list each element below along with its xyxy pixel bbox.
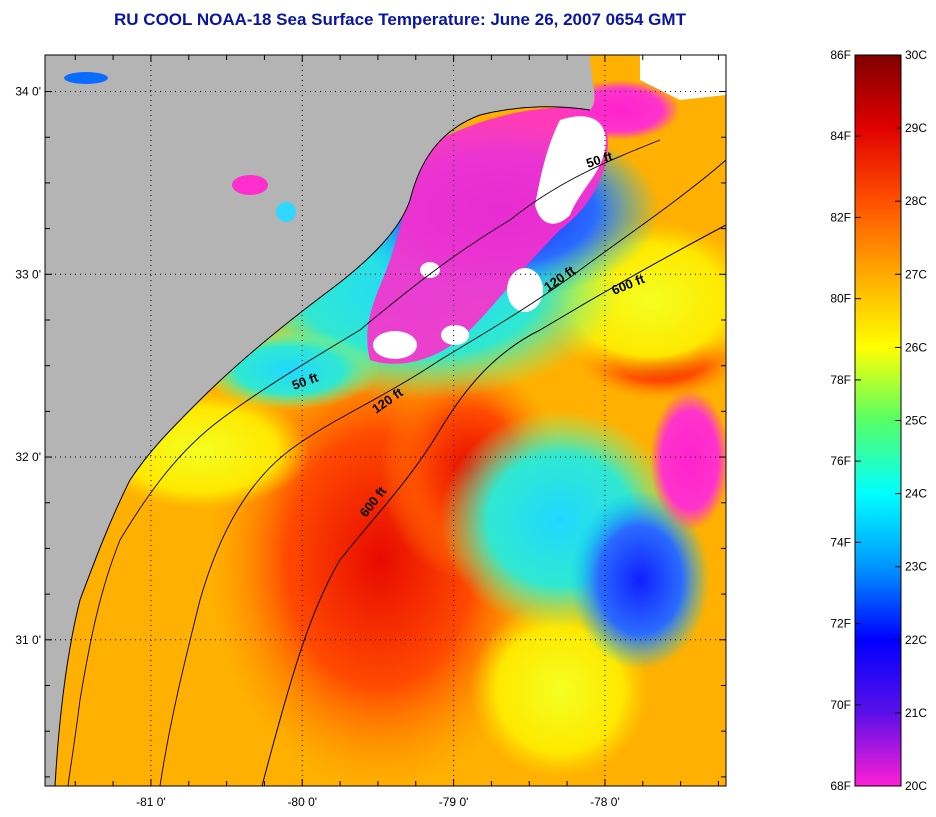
cold-eddy-pink bbox=[650, 390, 726, 530]
lon-tick-label: -80 0' bbox=[287, 795, 317, 809]
cloud-patch bbox=[507, 268, 543, 312]
cloud-north-east bbox=[640, 55, 726, 100]
colorbar-c-label: 24C bbox=[905, 487, 927, 501]
sst-map bbox=[45, 55, 726, 786]
colorbar-f-label: 78F bbox=[830, 373, 851, 387]
colorbar-f-label: 80F bbox=[830, 292, 851, 306]
lat-tick-label: 32 0' bbox=[15, 450, 41, 464]
colorbar-c-label: 23C bbox=[905, 560, 927, 574]
lat-tick-label: 34 0' bbox=[15, 85, 41, 99]
colorbar-c-label: 28C bbox=[905, 194, 927, 208]
colorbar-c-label: 26C bbox=[905, 340, 927, 354]
lon-tick-label: -81 0' bbox=[136, 795, 166, 809]
colorbar-f-label: 86F bbox=[830, 48, 851, 62]
colorbar-c-label: 20C bbox=[905, 779, 927, 793]
colorbar-f-label: 82F bbox=[830, 210, 851, 224]
colorbar-c-label: 29C bbox=[905, 121, 927, 135]
lon-tick-label: -78 0' bbox=[590, 795, 620, 809]
map-border bbox=[44, 54, 727, 787]
lat-tick-label: 31 0' bbox=[15, 633, 41, 647]
colorbar-f-label: 68F bbox=[830, 779, 851, 793]
cloud-patch bbox=[441, 325, 469, 345]
colorbar-f-label: 72F bbox=[830, 617, 851, 631]
colorbar-f-label: 70F bbox=[830, 698, 851, 712]
inland-lake bbox=[276, 202, 296, 222]
colorbar-f-label: 74F bbox=[830, 535, 851, 549]
colorbar: 30C 29C 28C 27C 26C 25C 24C 23C 22C 21C 20C 86F 84F 8… bbox=[830, 48, 927, 793]
lat-tick-label: 33 0' bbox=[15, 267, 41, 281]
colorbar-f-label: 76F bbox=[830, 454, 851, 468]
colorbar-c-label: 22C bbox=[905, 633, 927, 647]
colorbar-c-label: 30C bbox=[905, 48, 927, 62]
map-axis-ticks: 34 0' 33 0' 32 0' 31 0' -81 0' -80 0' -79 0' -7… bbox=[15, 55, 726, 809]
graticule bbox=[45, 55, 726, 786]
isobath-600ft bbox=[261, 224, 726, 786]
land-mass bbox=[45, 55, 595, 786]
colorbar-gradient bbox=[854, 54, 902, 787]
colorbar-ticks: 30C 29C 28C 27C 26C 25C 24C 23C 22C 21C 20C 86F 84F 8… bbox=[830, 48, 927, 793]
cloud-patch bbox=[420, 262, 440, 278]
coastline bbox=[54, 106, 591, 786]
inland-lake bbox=[64, 72, 108, 84]
colorbar-c-label: 27C bbox=[905, 267, 927, 281]
isobath-50ft bbox=[67, 139, 661, 786]
lon-tick-label: -79 0' bbox=[439, 795, 469, 809]
cloud-patch bbox=[535, 116, 606, 224]
cloud-patch bbox=[373, 331, 417, 359]
colorbar-f-label: 84F bbox=[830, 129, 851, 143]
map-title: RU COOL NOAA-18 Sea Surface Temperature:… bbox=[114, 10, 686, 29]
inland-lake bbox=[232, 175, 268, 195]
colorbar-c-label: 21C bbox=[905, 706, 927, 720]
colorbar-c-label: 25C bbox=[905, 414, 927, 428]
isobath-120ft bbox=[159, 159, 726, 786]
